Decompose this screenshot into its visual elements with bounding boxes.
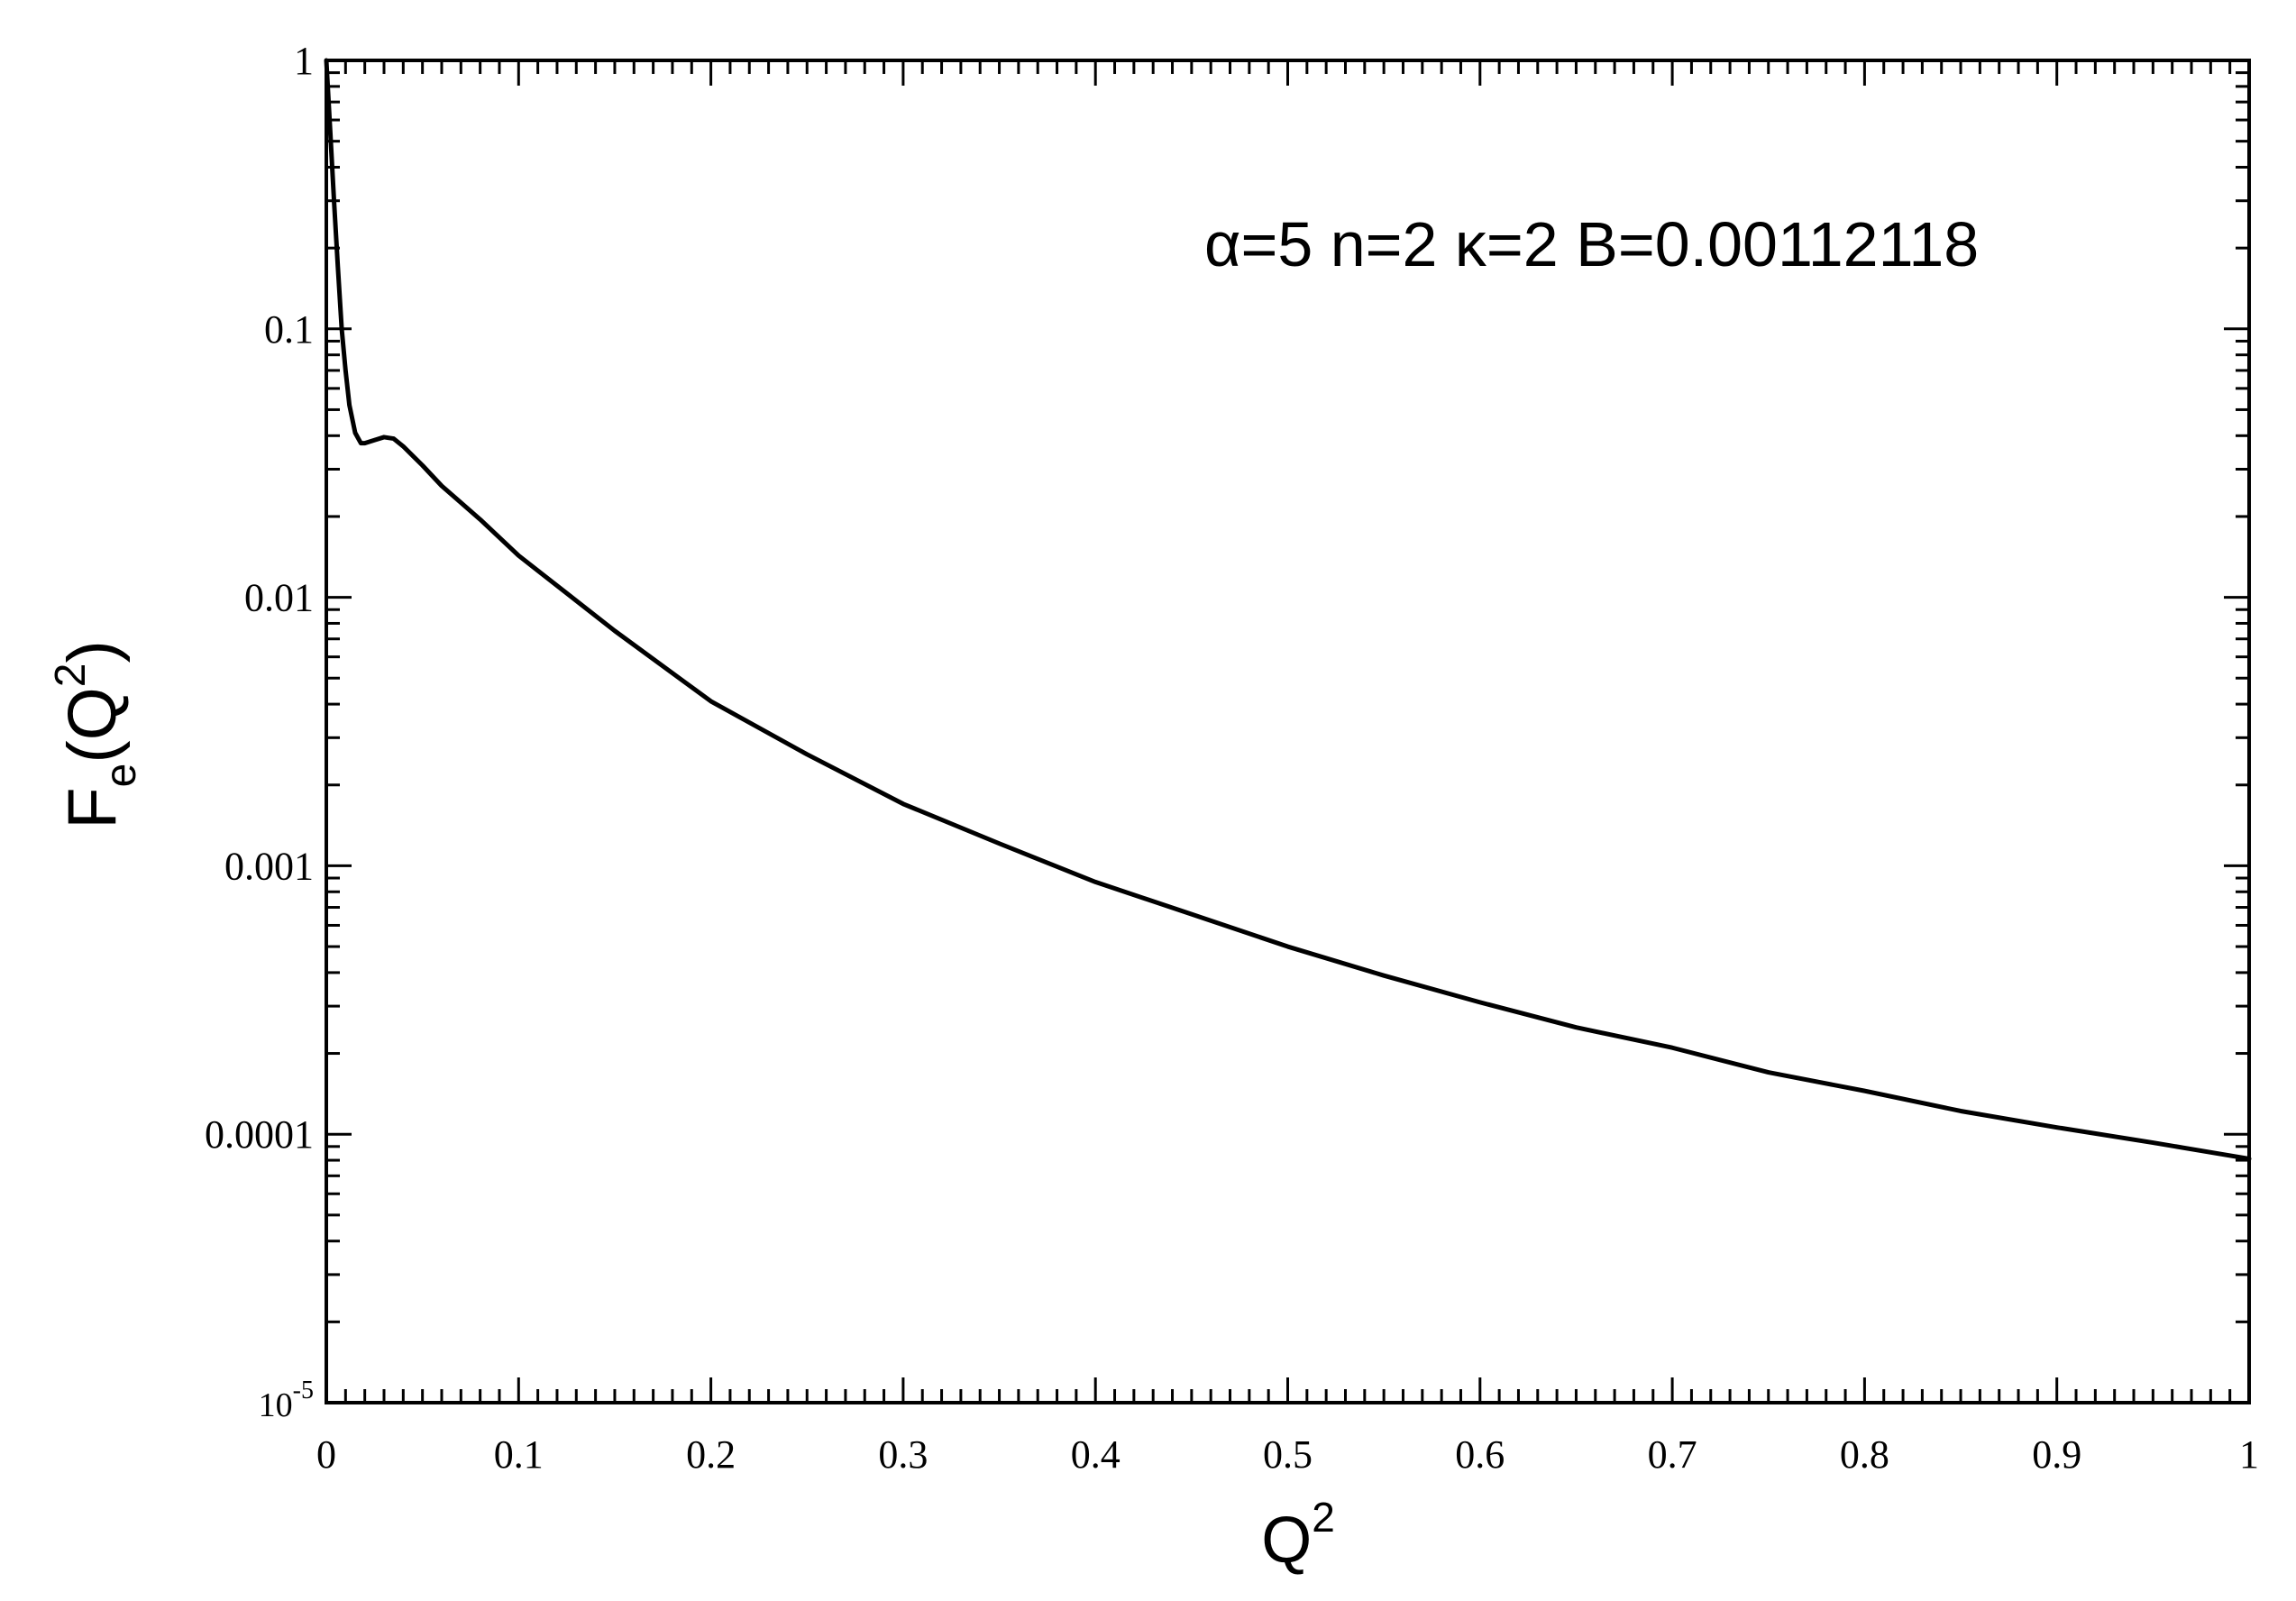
y-axis-title-sup: 2 [47, 663, 95, 688]
y-tick-label-exponent: -5 [293, 1377, 314, 1404]
y-tick-label: 0.01 [244, 576, 314, 620]
y-tick-label-base: 10 [259, 1386, 293, 1424]
y-tick-labels: 1 0.1 0.01 0.001 0.0001 10-5 [205, 39, 314, 1424]
x-tick-label: 0.6 [1455, 1432, 1505, 1477]
x-tick-labels: 0 0.1 0.2 0.3 0.4 0.5 0.6 0.7 0.8 0.9 1 [316, 1432, 2259, 1477]
y-axis-title-sub: e [97, 764, 145, 788]
x-tick-label: 0.4 [1071, 1432, 1121, 1477]
y-tick-label: 0.1 [264, 307, 314, 352]
x-tick-label: 0.5 [1263, 1432, 1313, 1477]
y-axis-title-open: (Q [54, 687, 131, 763]
x-axis-title-sup: 2 [1312, 1494, 1335, 1541]
plot-frame [325, 59, 2251, 1404]
y-axis-title-close: ) [54, 640, 131, 663]
x-tick-label: 0.7 [1648, 1432, 1697, 1477]
y-tick-label: 10-5 [259, 1377, 314, 1424]
tick-marks [325, 59, 2251, 1404]
y-tick-label: 0.001 [224, 844, 314, 888]
x-tick-label: 0.2 [686, 1432, 736, 1477]
y-axis-title: Fe(Q2) [47, 640, 145, 829]
y-tick-label: 1 [294, 39, 314, 83]
x-tick-label: 0.9 [2032, 1432, 2081, 1477]
x-tick-label: 0.3 [878, 1432, 928, 1477]
series-line [324, 58, 2252, 1161]
y-tick-label: 0.0001 [205, 1112, 314, 1157]
x-tick-label: 1 [2239, 1432, 2259, 1477]
x-axis-title-base: Q [1261, 1505, 1312, 1577]
x-tick-label: 0.8 [1840, 1432, 1889, 1477]
x-tick-label: 0.1 [494, 1432, 544, 1477]
y-axis-title-base: F [54, 787, 131, 828]
x-tick-label: 0 [316, 1432, 336, 1477]
annotation-text: α=5 n=2 κ=2 B=0.00112118 [1204, 209, 1979, 279]
x-axis-title: Q2 [1261, 1494, 1335, 1577]
